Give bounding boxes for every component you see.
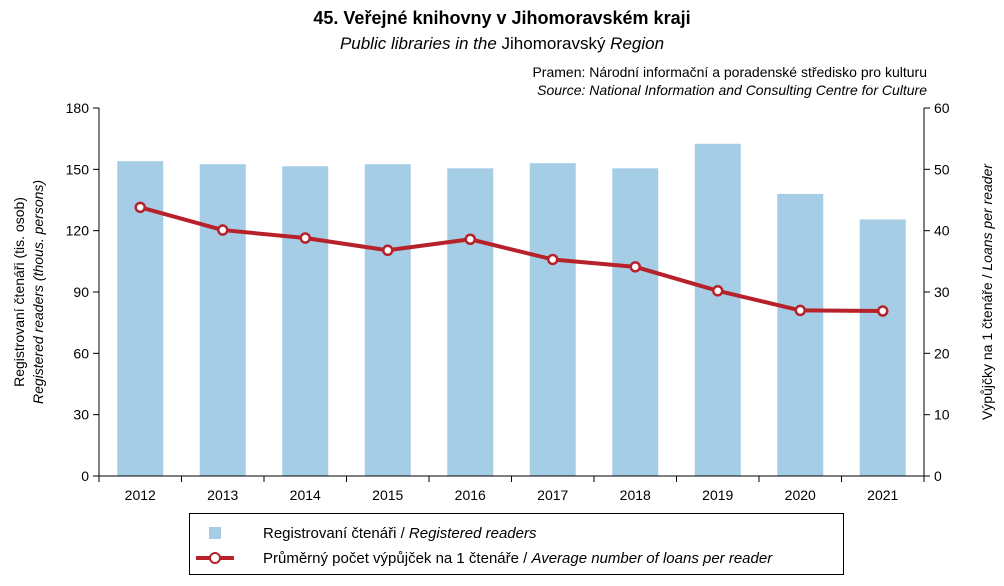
chart-subtitle: Public libraries in the Jihomoravský Reg… <box>339 34 665 53</box>
source-en: Source: National Information and Consult… <box>537 82 927 98</box>
legend-bar-swatch <box>209 527 221 539</box>
legend-marker-icon <box>209 552 221 564</box>
y-tick-label: 0 <box>81 468 89 484</box>
legend-bars-label: Registrovaní čtenáři / Registered reader… <box>263 524 537 542</box>
bar-2019 <box>694 143 741 476</box>
x-tick-label: 2015 <box>372 487 403 503</box>
bar-2021 <box>859 219 906 476</box>
bar-2017 <box>529 163 576 476</box>
x-tick-label: 2013 <box>207 487 238 503</box>
y-tick-label: 120 <box>66 223 90 239</box>
legend-line-label: Průměrný počet výpůjček na 1 čtenáře / A… <box>263 549 773 567</box>
source-cz: Pramen: Národní informační a poradenské … <box>532 64 927 80</box>
line-point-2012 <box>134 201 146 214</box>
line-point-2015 <box>382 244 394 257</box>
line-point-2016 <box>464 233 476 246</box>
line-point-2013 <box>217 224 229 236</box>
line-point-2019 <box>712 285 724 297</box>
y2-tick-label: 30 <box>934 284 950 300</box>
bar-2014 <box>282 166 329 476</box>
legend-item-line: Průměrný počet výpůjček na 1 čtenáře / A… <box>190 548 843 568</box>
combo-chart: 0 30 60 90 120 150 180 0 10 20 30 40 50 60 2012 2013 201… <box>11 100 995 503</box>
y2-tick-label: 60 <box>934 100 950 116</box>
line-point-2020 <box>794 304 806 317</box>
x-tick-label: 2021 <box>867 487 898 503</box>
y-tick-label: 180 <box>66 100 90 116</box>
chart-legend: Registrovaní čtenáři / Registered reader… <box>189 513 844 575</box>
line-point-2017 <box>547 253 559 266</box>
y2-tick-label: 20 <box>934 345 950 361</box>
legend-item-bars: Registrovaní čtenáři / Registered reader… <box>190 523 843 543</box>
x-tick-label: 2020 <box>785 487 816 503</box>
y2-tick-label: 10 <box>934 407 950 423</box>
bar-2015 <box>364 164 411 476</box>
loans-line <box>139 205 883 314</box>
x-tick-label: 2018 <box>620 487 651 503</box>
x-tick-label: 2014 <box>290 487 321 503</box>
x-tick-label: 2012 <box>125 487 156 503</box>
line-point-2014 <box>299 232 311 244</box>
bar-2020 <box>777 193 824 476</box>
y2-tick-label: 50 <box>934 161 950 177</box>
bar-2016 <box>447 168 494 477</box>
y-tick-label: 60 <box>73 345 89 361</box>
y2-tick-label: 0 <box>934 468 942 484</box>
line-point-2018 <box>629 261 641 273</box>
y2-axis-label: Výpůjčky na 1 čtenáře / Loans per reader <box>979 163 995 420</box>
y2-tick-label: 40 <box>934 223 950 239</box>
x-tick-label: 2019 <box>702 487 733 503</box>
x-tick-label: 2017 <box>537 487 568 503</box>
y-axis-label-en: Registered readers (thous. persons) <box>30 180 46 404</box>
bar-2013 <box>199 164 246 476</box>
y-tick-label: 150 <box>66 161 90 177</box>
chart-title: 45. Veřejné knihovny v Jihomoravském kra… <box>313 8 691 28</box>
y-tick-label: 90 <box>73 284 89 300</box>
y-axis-label-cz: Registrovaní čtenáři (tis. osob) <box>11 197 27 387</box>
y-tick-label: 30 <box>73 407 89 423</box>
bar-2018 <box>612 168 659 477</box>
x-tick-label: 2016 <box>455 487 486 503</box>
line-point-2021 <box>877 305 889 317</box>
